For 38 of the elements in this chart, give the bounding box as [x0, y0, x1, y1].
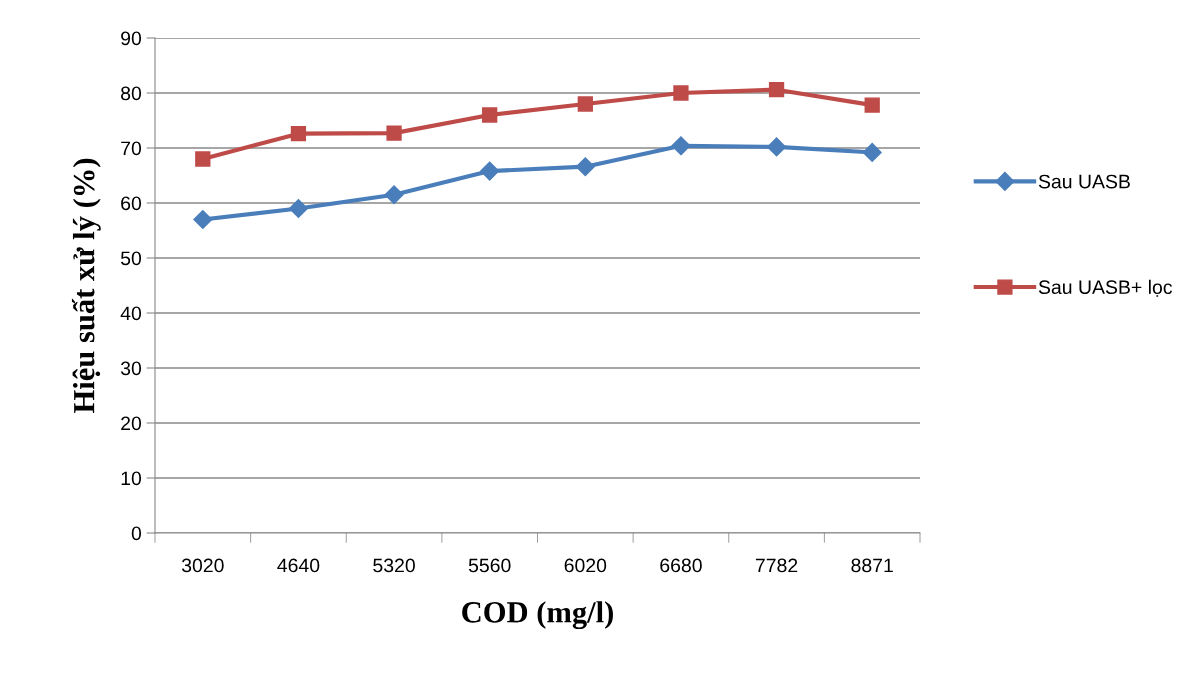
point — [577, 96, 593, 112]
x-tick-label: 6680 — [660, 558, 702, 573]
y-tick-label: 20 — [121, 416, 142, 431]
point — [195, 151, 211, 167]
x-tick-label: 5560 — [468, 558, 511, 573]
legend-label: Sau UASB+ lọc — [1038, 279, 1173, 297]
point — [671, 136, 691, 156]
point — [862, 142, 882, 162]
y-axis-title: Hiệu suất xử lý (%) — [71, 158, 101, 413]
point — [193, 209, 213, 230]
point — [290, 126, 307, 142]
y-tick-label: 10 — [121, 471, 142, 486]
x-tick-label: 6020 — [564, 558, 607, 573]
point — [482, 107, 498, 123]
point — [575, 157, 595, 177]
y-tick-label: 70 — [121, 141, 142, 156]
y-tick-label: 0 — [131, 526, 142, 541]
point — [480, 161, 500, 181]
x-tick-label: 3020 — [181, 558, 224, 573]
y-tick-label: 50 — [120, 251, 142, 266]
x-tick-label: 5320 — [373, 558, 415, 573]
legend-label: Sau UASB — [1038, 174, 1130, 189]
point — [768, 82, 785, 98]
x-axis-title: COD (mg/l) — [462, 601, 613, 630]
y-tick-label: 90 — [121, 31, 142, 46]
y-tick-label: 60 — [121, 196, 142, 211]
point — [673, 85, 689, 101]
x-tick-label: 7782 — [755, 558, 798, 573]
point — [864, 97, 880, 113]
y-tick-label: 80 — [121, 86, 142, 101]
point — [386, 125, 402, 141]
point — [384, 185, 404, 205]
point — [288, 198, 308, 219]
x-tick-label: 4640 — [277, 558, 320, 573]
point — [767, 137, 787, 157]
x-tick-label: 8871 — [851, 558, 893, 573]
y-tick-label: 30 — [120, 361, 142, 376]
y-tick-label: 40 — [120, 306, 142, 321]
